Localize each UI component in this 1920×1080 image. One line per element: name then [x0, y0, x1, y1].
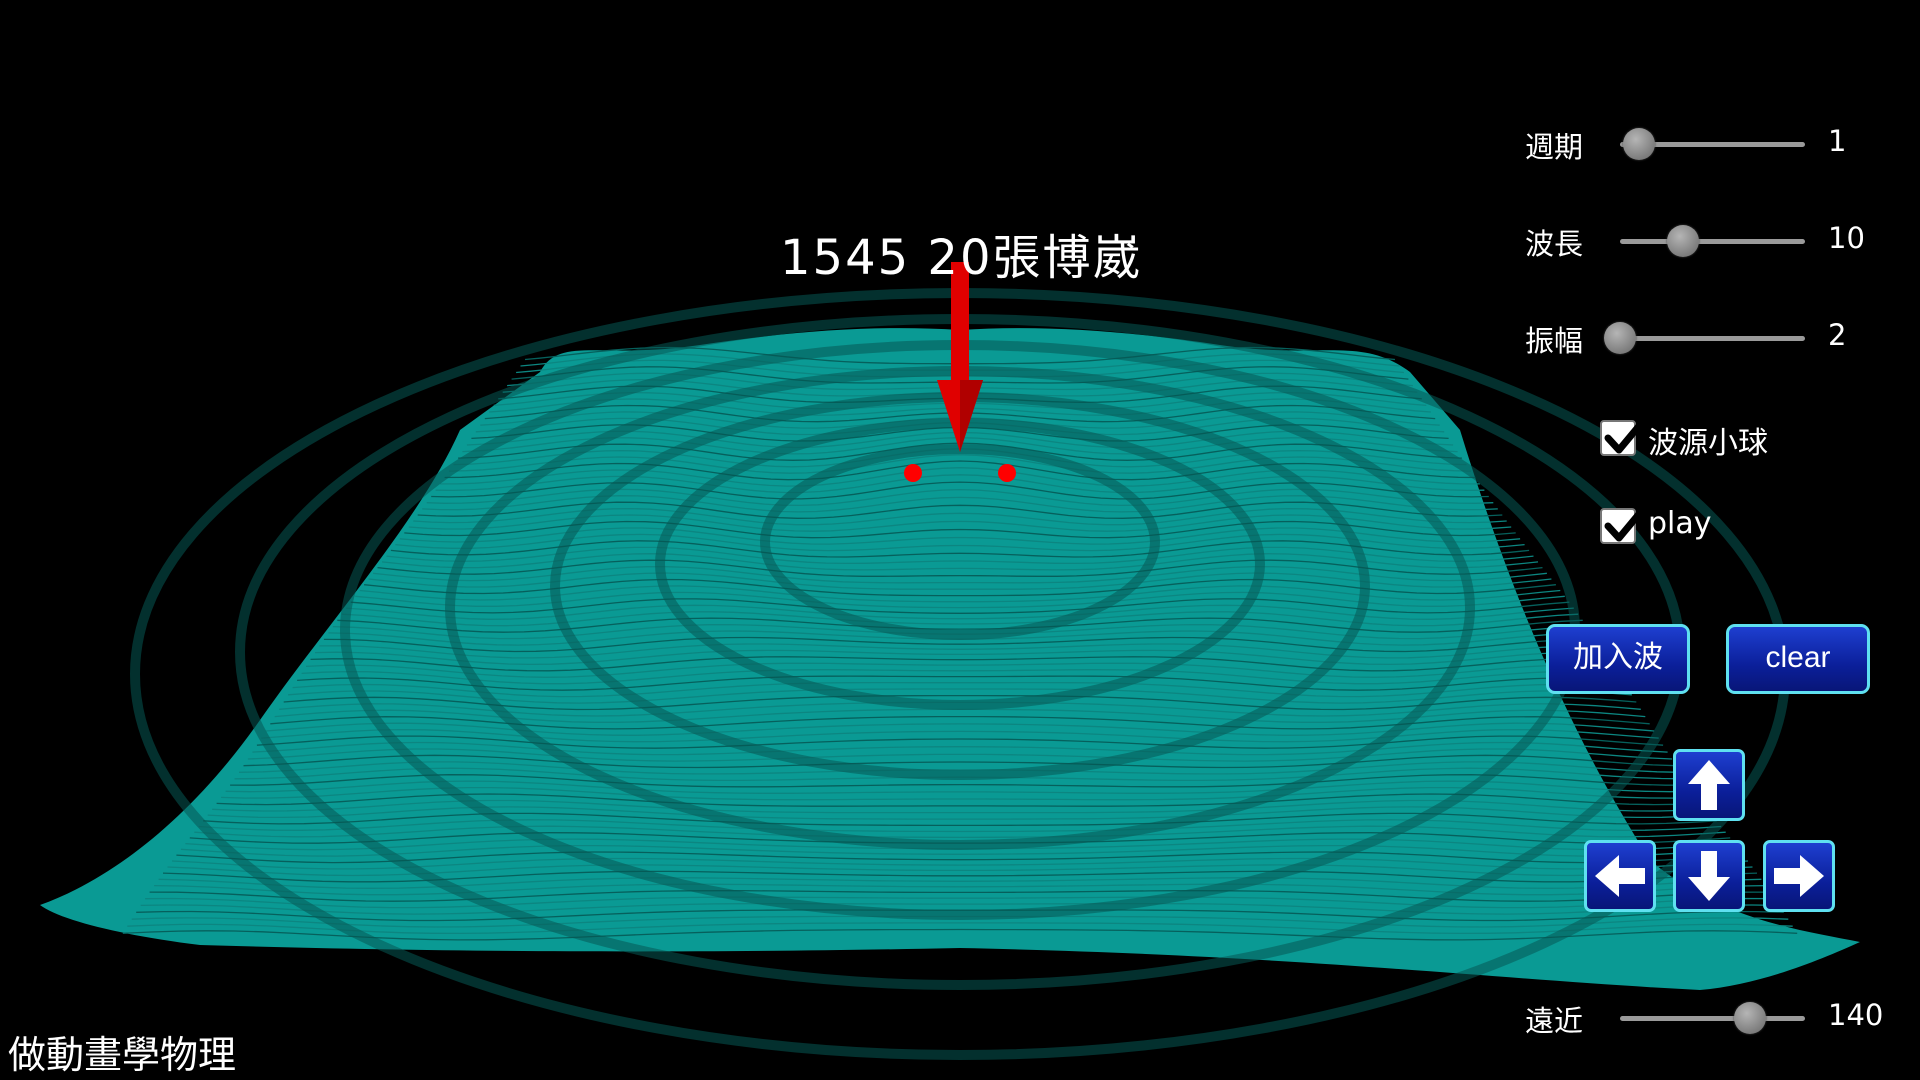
distance-knob[interactable] [1733, 1002, 1766, 1034]
checkmark-icon [1604, 504, 1648, 542]
amplitude-label: 振幅 [1525, 324, 1584, 358]
checkmark-icon [1604, 416, 1648, 454]
period-value: 1 [1828, 124, 1847, 158]
arrow-left-icon [1595, 855, 1645, 897]
amplitude-track[interactable] [1604, 322, 1805, 354]
wavelength-slider[interactable]: 波長 10 [1520, 213, 1920, 273]
distance-slider[interactable]: 遠近 140 [1520, 990, 1920, 1050]
source-ball-checkbox-row[interactable]: 波源小球 [1600, 416, 1900, 468]
amplitude-knob[interactable] [1604, 322, 1636, 354]
distance-label: 遠近 [1525, 1004, 1584, 1038]
arrow-right-icon [1774, 855, 1824, 897]
distance-track[interactable] [1620, 1002, 1805, 1034]
arrow-down-icon [1688, 851, 1730, 901]
move-up-button[interactable] [1673, 749, 1745, 821]
move-down-button[interactable] [1673, 840, 1745, 912]
period-track[interactable] [1620, 128, 1805, 160]
wavelength-knob[interactable] [1666, 225, 1699, 257]
watermark-text: 做動畫學物理 [8, 1033, 237, 1077]
wavelength-value: 10 [1828, 221, 1865, 255]
wavelength-label: 波長 [1525, 227, 1584, 261]
wave-source-ball-right [998, 464, 1016, 482]
play-checkbox[interactable] [1600, 504, 1648, 544]
source-ball-label: 波源小球 [1648, 426, 1768, 461]
wavelength-track[interactable] [1620, 225, 1805, 257]
add-wave-button[interactable]: 加入波 [1546, 624, 1690, 694]
arrow-up-icon [1688, 760, 1730, 810]
play-label: play [1648, 506, 1712, 541]
period-knob[interactable] [1622, 128, 1655, 160]
scene-title: 1545 20張博崴 [780, 230, 1143, 286]
clear-button[interactable]: clear [1726, 624, 1870, 694]
amplitude-value: 2 [1828, 318, 1847, 352]
wave-source-ball-left [904, 464, 922, 482]
move-right-button[interactable] [1763, 840, 1835, 912]
period-label: 週期 [1525, 130, 1584, 164]
play-checkbox-row[interactable]: play [1600, 504, 1900, 556]
move-left-button[interactable] [1584, 840, 1656, 912]
period-slider[interactable]: 週期 1 [1520, 116, 1920, 176]
distance-value: 140 [1828, 998, 1884, 1032]
source-marker-arrow [937, 262, 983, 452]
source-ball-checkbox[interactable] [1600, 416, 1648, 456]
amplitude-slider[interactable]: 振幅 2 [1520, 310, 1920, 370]
